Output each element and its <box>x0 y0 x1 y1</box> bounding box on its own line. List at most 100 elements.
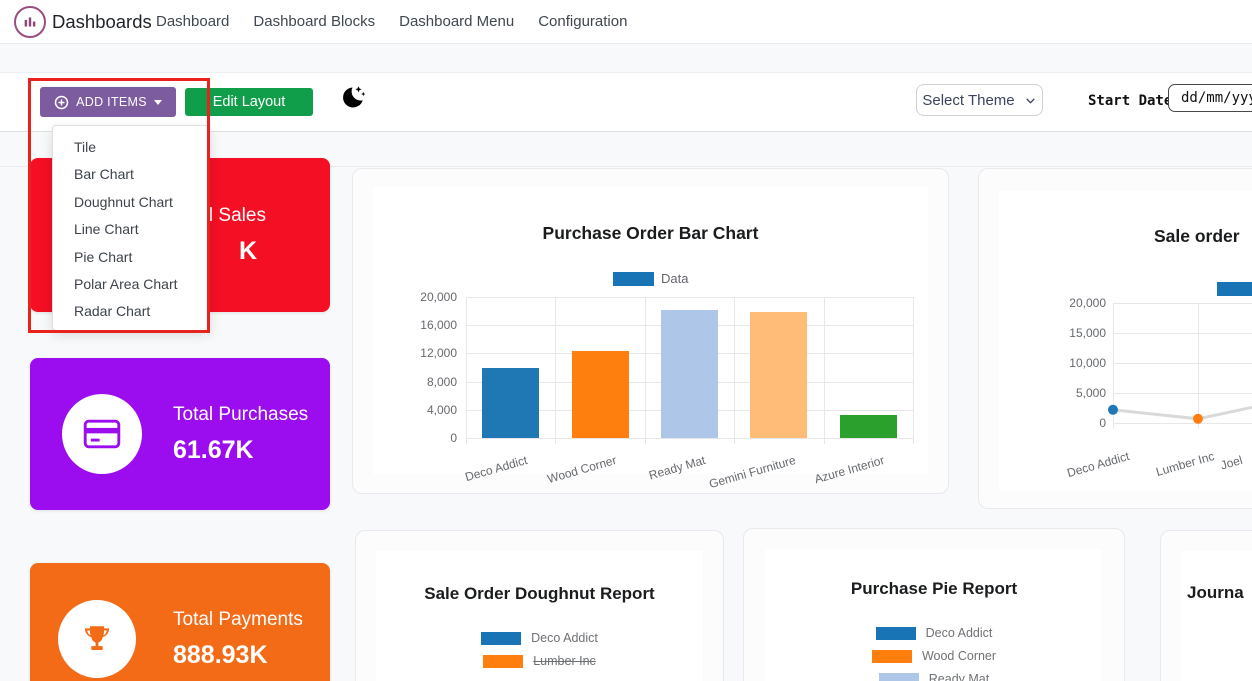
y-tick-label: 20,000 <box>420 290 457 304</box>
y-tick-label: 0 <box>450 431 457 445</box>
legend-item-deco-addict[interactable]: Deco Addict <box>875 626 993 640</box>
legend-item-lumber-inc[interactable]: Lumber Inc <box>483 654 596 668</box>
chart-canvas <box>373 187 928 474</box>
tile-total-purchases[interactable]: Total Purchases 61.67K <box>30 358 330 510</box>
logo-glyph-icon <box>24 17 36 27</box>
journal-card: Journa <box>1160 530 1252 681</box>
tile-total-payments[interactable]: Total Payments 888.93K <box>30 563 330 681</box>
bar-wood-corner[interactable] <box>571 350 629 438</box>
start-date-input[interactable] <box>1168 84 1252 112</box>
purchase-order-bar-chart-card: Purchase Order Bar Chart Data 20,000 16,0… <box>352 168 949 494</box>
select-theme-label: Select Theme <box>922 91 1015 109</box>
app-title: Dashboards <box>52 11 152 32</box>
y-tick-label: 5,000 <box>1075 386 1106 400</box>
y-tick-label: 8,000 <box>426 374 457 389</box>
edit-layout-label: Edit Layout <box>212 94 286 110</box>
dark-mode-toggle[interactable] <box>337 82 369 114</box>
add-items-button[interactable]: ADD ITEMS <box>40 87 176 117</box>
gridline <box>1113 423 1252 424</box>
bar-azure-interior[interactable] <box>839 415 897 438</box>
gridline <box>734 297 736 444</box>
doughnut-legend: Deco Addict Lumber Inc <box>356 631 723 668</box>
legend-swatch <box>871 649 912 663</box>
legend-label: Deco Addict <box>925 626 993 640</box>
dropdown-item-doughnut-chart[interactable]: Doughnut Chart <box>74 193 173 210</box>
tile-value: 888.93K <box>173 641 268 669</box>
legend-item-deco-addict[interactable]: Deco Addict <box>481 631 598 645</box>
plus-circle-icon <box>54 95 69 109</box>
gridline <box>1113 303 1252 304</box>
gridline <box>466 438 913 439</box>
dropdown-item-pie-chart[interactable]: Pie Chart <box>74 248 133 265</box>
line-series[interactable] <box>1108 289 1252 429</box>
gridline <box>466 297 913 298</box>
y-tick-label: 0 <box>1099 416 1106 430</box>
select-theme-dropdown[interactable]: Select Theme <box>916 84 1043 116</box>
legend-label[interactable]: Data <box>661 271 689 286</box>
edit-layout-button[interactable]: Edit Layout <box>185 88 313 116</box>
tile-value: K <box>239 237 258 265</box>
tile-label: Total Payments <box>173 609 303 630</box>
dropdown-item-line-chart[interactable]: Line Chart <box>74 221 139 238</box>
journal-card-title: Journa <box>1187 583 1244 602</box>
gridline <box>913 297 914 444</box>
gridline <box>1198 303 1199 429</box>
tile-value: 61.67K <box>173 436 254 464</box>
trophy-icon <box>58 600 136 678</box>
legend-swatch <box>878 672 919 681</box>
gridline <box>644 297 646 444</box>
y-tick-label: 12,000 <box>420 346 457 361</box>
legend-swatch <box>483 654 524 668</box>
legend-swatch[interactable] <box>1217 282 1252 296</box>
gridline <box>466 297 467 444</box>
legend-item-ready-mat[interactable]: Ready Mat <box>878 672 990 681</box>
y-tick-label: 4,000 <box>426 402 457 417</box>
bar-ready-mat[interactable] <box>661 309 718 438</box>
data-point-lumber-inc[interactable] <box>1193 413 1203 424</box>
legend-label: Lumber Inc <box>533 654 596 668</box>
dropdown-item-bar-chart[interactable]: Bar Chart <box>74 166 134 183</box>
y-tick-label: 16,000 <box>420 318 457 333</box>
bar-gemini-furniture[interactable] <box>750 311 808 438</box>
legend-label: Wood Corner <box>921 649 997 663</box>
nav-item-configuration[interactable]: Configuration <box>538 13 628 30</box>
legend-label: Ready Mat <box>928 672 990 681</box>
nav-item-dashboard-menu[interactable]: Dashboard Menu <box>399 13 515 30</box>
gridline <box>1113 333 1252 334</box>
nav-item-dashboard[interactable]: Dashboard <box>156 13 230 30</box>
content-divider <box>0 166 1252 167</box>
legend-swatch <box>875 626 916 640</box>
pie-legend: Deco Addict Wood Corner Ready Mat <box>744 626 1124 681</box>
add-items-dropdown-menu: Tile Bar Chart Doughnut Chart Line Chart Pie… <box>52 125 210 331</box>
add-items-label: ADD ITEMS <box>76 95 147 109</box>
dropdown-item-polar-area-chart[interactable]: Polar Area Chart <box>74 275 178 292</box>
main-menu: Dashboard Dashboard Blocks Dashboard Menu C… <box>156 0 627 43</box>
app-logo-icon[interactable] <box>14 6 46 38</box>
top-navbar: Dashboards Dashboard Dashboard Blocks Dash… <box>0 0 1252 44</box>
bar-chart-title: Purchase Order Bar Chart <box>542 223 759 243</box>
chart-canvas <box>999 191 1252 491</box>
dropdown-item-radar-chart[interactable]: Radar Chart <box>74 303 151 320</box>
legend-label: Deco Addict <box>531 631 598 645</box>
credit-card-icon <box>62 394 142 474</box>
data-point-deco-addict[interactable] <box>1108 404 1118 415</box>
pie-chart-title: Purchase Pie Report <box>850 579 1018 598</box>
tile-label: Total Purchases <box>173 404 309 425</box>
sale-order-doughnut-card: Sale Order Doughnut Report Deco Addict Lu… <box>355 530 724 681</box>
gridline <box>555 297 557 444</box>
y-tick-label: 10,000 <box>1069 356 1106 370</box>
chart-canvas <box>376 551 703 681</box>
moon-stars-icon <box>343 86 366 108</box>
start-date-label: Start Date: <box>1088 93 1181 109</box>
legend-swatch[interactable] <box>613 272 654 286</box>
nav-item-dashboard-blocks[interactable]: Dashboard Blocks <box>253 13 376 30</box>
gridline <box>1113 363 1252 364</box>
dropdown-item-tile[interactable]: Tile <box>74 139 97 155</box>
chart-canvas <box>766 549 1102 681</box>
chart-canvas <box>1181 551 1252 681</box>
gridline <box>823 297 825 444</box>
bar-deco-addict[interactable] <box>482 367 540 438</box>
legend-item-wood-corner[interactable]: Wood Corner <box>871 649 997 663</box>
gridline <box>1113 303 1114 429</box>
